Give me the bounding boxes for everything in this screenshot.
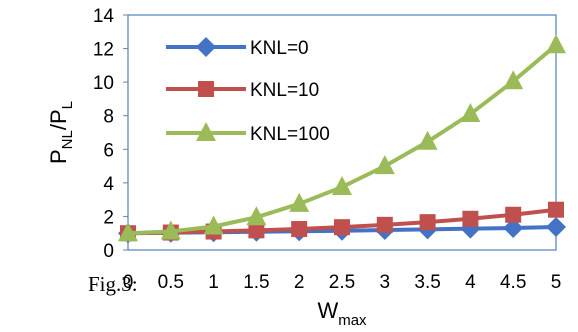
legend: KNL=0 KNL=10 KNL=100 [166, 37, 330, 145]
series-2 [118, 34, 566, 242]
x-tick-label: 0 [123, 272, 134, 293]
y-tick-label: 6 [103, 140, 114, 161]
data-point [548, 201, 564, 218]
y-tick-label: 2 [103, 207, 114, 228]
data-point [546, 217, 566, 238]
y-tick-label: 0 [103, 241, 114, 262]
data-point [460, 103, 481, 123]
data-point [289, 192, 310, 212]
data-point [503, 70, 524, 90]
data-point [203, 215, 224, 235]
data-point [118, 222, 138, 242]
y-tick-label: 10 [93, 73, 114, 94]
data-point [419, 214, 436, 231]
x-tick-label: 3.5 [414, 272, 440, 293]
x-tick-label: 2 [294, 272, 305, 293]
x-tick-label: 4 [465, 272, 476, 293]
data-point [160, 220, 181, 240]
y-axis-label-sub-nl: NL [59, 130, 76, 149]
y-axis-ticks: 0 2 4 6 8 10 12 14 [93, 6, 128, 262]
legend-label: KNL=100 [250, 124, 330, 145]
legend-label: KNL=0 [250, 38, 309, 59]
y-axis-label-sub-l: L [59, 101, 76, 109]
legend-marker [196, 122, 216, 141]
data-point [376, 216, 393, 233]
y-tick-label: 4 [103, 174, 114, 195]
y-tick-label: 12 [93, 40, 114, 61]
series-line [127, 43, 558, 236]
x-axis-label-w: W [317, 298, 338, 323]
data-point [291, 221, 308, 238]
x-tick-label: 5 [551, 272, 562, 293]
x-axis-ticks: 0 0.5 1 1.5 2 2.5 3 3.5 4 4.5 5 [123, 272, 562, 293]
y-tick-label: 14 [93, 6, 115, 27]
figure-caption: Fig.3: [88, 272, 138, 296]
x-axis-label: Wmax [317, 298, 367, 329]
x-tick-label: 1 [208, 272, 219, 293]
legend-label: KNL=10 [250, 80, 319, 101]
data-point [374, 155, 395, 175]
y-axis-label-p: P [46, 149, 71, 164]
data-point [505, 206, 522, 223]
data-point [546, 34, 566, 54]
y-axis-label: PNL/PL [46, 101, 76, 164]
data-point [246, 206, 267, 226]
data-point [248, 222, 265, 239]
y-tick-label: 8 [103, 107, 114, 128]
plot-area [127, 14, 557, 251]
x-axis-label-sub: max [338, 312, 367, 329]
x-tick-label: 2.5 [329, 272, 355, 293]
x-tick-label: 3 [380, 272, 391, 293]
legend-marker [198, 81, 214, 97]
data-point [503, 218, 524, 239]
x-tick-label: 1.5 [243, 272, 269, 293]
series-layer [118, 34, 566, 244]
data-point [462, 210, 479, 227]
x-tick-label: 4.5 [500, 272, 526, 293]
y-axis-label-sep: /P [46, 109, 71, 130]
data-point [334, 219, 350, 236]
data-point [417, 130, 438, 150]
x-tick-label: 0.5 [158, 272, 184, 293]
data-point [332, 176, 352, 196]
legend-marker [196, 37, 216, 57]
